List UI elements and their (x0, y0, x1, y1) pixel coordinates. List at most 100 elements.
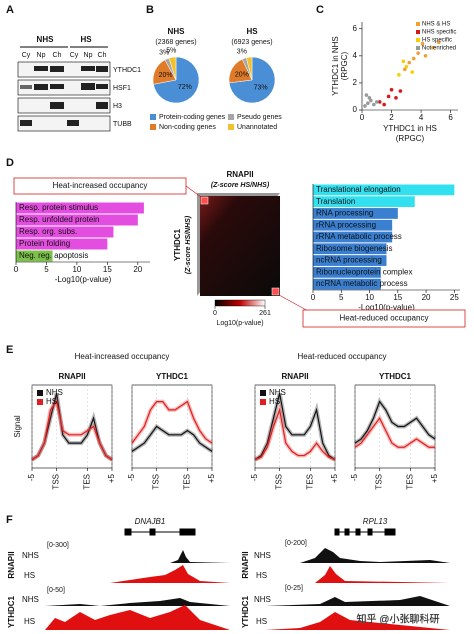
x-axis-label: -Log10(p-value) (55, 275, 112, 284)
x-tick-label: 6 (448, 113, 453, 122)
bar (313, 278, 381, 290)
bar (313, 184, 455, 196)
connector (278, 294, 311, 313)
legend-label: Protein-coding genes (159, 114, 226, 121)
pie-label: 20% (235, 71, 249, 78)
group-title: Heat-reduced occupancy (298, 352, 387, 361)
plot-frame (31, 384, 113, 469)
annotation: Heat-increased occupancy (53, 181, 148, 190)
x-tick-label: 2 (389, 113, 394, 122)
group-label: NHS (37, 35, 55, 44)
colorbar-label: Log10(p-value) (216, 320, 263, 327)
heatmap-ylabel-sub: (Z-score HS/NHS) (185, 215, 192, 274)
line (354, 417, 435, 448)
annotation: Heat-reduced occupancy (340, 314, 429, 323)
bar-label: Ribonucleoprotein complex (316, 267, 413, 276)
legend-swatch (37, 399, 43, 405)
colorbar (214, 299, 266, 307)
bar-label: rRNA metabolic process (316, 232, 402, 241)
x-axis-label: -Log10(p-value) (358, 303, 415, 312)
point (364, 93, 369, 97)
legend-label: NHS (269, 388, 286, 397)
x-tick-label: TSS (52, 474, 61, 490)
y-tick-label: 4 (353, 51, 358, 60)
legend-label: NHS specific (422, 30, 456, 36)
track-range: [0-300] (47, 542, 69, 549)
point (389, 87, 394, 92)
legend-swatch (150, 124, 156, 130)
x-tick-label: 25 (450, 293, 459, 302)
protein-label: H3 (113, 103, 122, 110)
panel-label: B (146, 4, 154, 16)
x-tick-label: 5 (44, 265, 49, 274)
legend-label: NHS & HS (422, 22, 450, 28)
track-range: [0-25] (285, 585, 303, 592)
x-tick-label: 10 (72, 265, 81, 274)
heatmap-cell (271, 287, 280, 296)
panel-label: F (6, 514, 13, 526)
x-tick-label: TSS (152, 474, 161, 490)
bar-label: rRNA processing (316, 220, 376, 229)
pie-label: 72% (178, 84, 192, 91)
point (374, 100, 379, 104)
point (407, 60, 412, 65)
point (431, 45, 435, 50)
line (254, 407, 336, 461)
bar (313, 266, 381, 278)
bar (313, 243, 387, 255)
gene-name: DNAJB1 (135, 517, 166, 526)
x-tick-label: +5 (330, 473, 339, 483)
legend-swatch (416, 22, 420, 26)
pie-label: 73% (254, 84, 268, 91)
y-tick-label: 0 (353, 105, 358, 114)
pie-title: NHS (168, 27, 186, 36)
legend-swatch (150, 114, 156, 120)
condition-label: NHS (254, 551, 271, 560)
factor-label: RNAPII (241, 551, 250, 578)
chart-title: RNAPII (281, 372, 308, 381)
group-title: Heat-increased occupancy (75, 352, 170, 361)
legend-label: Not enriched (422, 46, 456, 52)
x-tick-label: 10 (365, 293, 374, 302)
band (30, 396, 114, 462)
x-axis-label-unit: (RPGC) (396, 134, 425, 143)
bar (313, 255, 387, 266)
bar (313, 231, 393, 243)
y-axis-label: YTHDC1 in NHS (331, 36, 340, 96)
x-tick-label: 20 (133, 265, 142, 274)
protein-label: YTHDC1 (113, 67, 141, 74)
track-range: [0-200] (285, 540, 307, 547)
legend-label: Pseudo genes (237, 114, 282, 121)
legend-swatch (228, 114, 234, 120)
lane-label: Ch (53, 52, 62, 59)
bar-label: ncRNA processing (316, 256, 382, 265)
annotation-box (302, 309, 466, 328)
y-tick-label: 2 (353, 78, 358, 87)
bar (16, 202, 144, 214)
protein-label: TUBB (113, 121, 132, 128)
point (398, 89, 403, 93)
legend-swatch (416, 38, 420, 42)
bar (16, 250, 53, 262)
point (386, 94, 391, 99)
bar (16, 214, 138, 226)
point (404, 64, 409, 69)
x-tick-label: +5 (107, 473, 116, 483)
watermark: 知乎 @小张聊科研 (357, 613, 440, 626)
heatmap-title: RNAPII (226, 170, 253, 179)
pie-label: 3% (237, 49, 247, 56)
blot-bands (20, 66, 108, 126)
x-tick-label: TES (82, 474, 91, 490)
x-tick-label: 0 (14, 265, 19, 274)
x-tick-label: -5 (127, 473, 136, 481)
point (403, 67, 407, 72)
condition-label: HS (24, 617, 35, 626)
bar-label: Translational elongation (316, 185, 401, 194)
line (131, 425, 213, 452)
panel-label: D (6, 157, 14, 169)
legend-swatch (416, 30, 420, 34)
chart-title: YTHDC1 (379, 372, 412, 381)
y-tick-label: 6 (353, 24, 358, 33)
annotation-box (13, 177, 187, 195)
legend-label: HS specific (422, 38, 452, 44)
